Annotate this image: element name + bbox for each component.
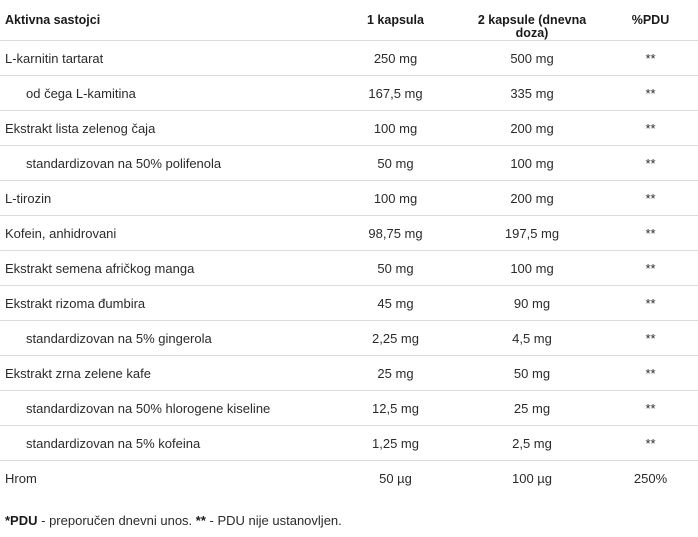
table-row: standardizovan na 5% gingerola 2,25 mg 4,5… xyxy=(0,320,698,356)
amount-one-capsule: 2,25 mg xyxy=(330,320,461,356)
pdu-value: ** xyxy=(603,355,698,391)
pdu-value: ** xyxy=(603,425,698,461)
amount-one-capsule: 25 mg xyxy=(330,355,461,391)
amount-one-capsule: 250 mg xyxy=(330,40,461,76)
pdu-value: ** xyxy=(603,110,698,146)
ingredient-name: standardizovan na 50% polifenola xyxy=(0,145,330,181)
amount-two-capsules: 200 mg xyxy=(461,110,603,146)
ingredient-name: Ekstrakt semena afričkog manga xyxy=(0,250,330,286)
table-row: L-karnitin tartarat 250 mg 500 mg ** xyxy=(0,40,698,76)
amount-two-capsules: 197,5 mg xyxy=(461,215,603,251)
table-row: od čega L-kamitina 167,5 mg 335 mg ** xyxy=(0,75,698,111)
amount-two-capsules: 500 mg xyxy=(461,40,603,76)
pdu-value: ** xyxy=(603,320,698,356)
ingredient-name: Ekstrakt zrna zelene kafe xyxy=(0,355,330,391)
header-ingredients: Aktivna sastojci xyxy=(0,0,330,41)
pdu-value: ** xyxy=(603,285,698,321)
ingredient-name: od čega L-kamitina xyxy=(0,75,330,111)
ingredient-name: L-karnitin tartarat xyxy=(0,40,330,76)
amount-one-capsule: 1,25 mg xyxy=(330,425,461,461)
ingredient-name: standardizovan na 5% kofeina xyxy=(0,425,330,461)
table-row: Kofein, anhidrovani 98,75 mg 197,5 mg ** xyxy=(0,215,698,251)
amount-one-capsule: 98,75 mg xyxy=(330,215,461,251)
amount-two-capsules: 2,5 mg xyxy=(461,425,603,461)
amount-two-capsules: 4,5 mg xyxy=(461,320,603,356)
table-row: Hrom 50 µg 100 µg 250% xyxy=(0,461,698,496)
footnote-def-pdu: - preporučen dnevni unos. xyxy=(37,513,196,528)
pdu-value: ** xyxy=(603,40,698,76)
amount-two-capsules: 335 mg xyxy=(461,75,603,111)
header-two-capsules: 2 kapsule (dnevna doza) xyxy=(461,0,603,41)
pdu-value: 250% xyxy=(633,470,668,486)
amount-one-capsule: 45 mg xyxy=(330,285,461,321)
footnote-term-stars: ** xyxy=(195,513,206,528)
amount-two-capsules: 25 mg xyxy=(461,390,603,426)
amount-one-capsule: 100 mg xyxy=(330,180,461,216)
table-row: L-tirozin 100 mg 200 mg ** xyxy=(0,180,698,216)
footnote-def-stars: - PDU nije ustanovljen. xyxy=(205,513,342,528)
pdu-value: ** xyxy=(603,180,698,216)
pdu-value: ** xyxy=(603,145,698,181)
amount-one-capsule: 100 mg xyxy=(330,110,461,146)
amount-two-capsules: 100 µg xyxy=(511,470,553,486)
amount-one-capsule: 50 mg xyxy=(330,145,461,181)
table-row: Ekstrakt rizoma đumbira 45 mg 90 mg ** xyxy=(0,285,698,321)
amount-two-capsules: 90 mg xyxy=(461,285,603,321)
amount-one-capsule: 50 mg xyxy=(330,250,461,286)
ingredients-table: Aktivna sastojci 1 kapsula 2 kapsule (dn… xyxy=(0,0,698,496)
ingredient-name: Kofein, anhidrovani xyxy=(0,215,330,251)
ingredient-name: standardizovan na 50% hlorogene kiseline xyxy=(0,390,330,426)
amount-one-capsule: 167,5 mg xyxy=(330,75,461,111)
ingredient-name: L-tirozin xyxy=(0,180,330,216)
table-row: Ekstrakt zrna zelene kafe 25 mg 50 mg ** xyxy=(0,355,698,391)
table-row: Ekstrakt lista zelenog čaja 100 mg 200 mg *… xyxy=(0,110,698,146)
amount-one-capsule: 12,5 mg xyxy=(330,390,461,426)
pdu-value: ** xyxy=(603,215,698,251)
pdu-value: ** xyxy=(603,390,698,426)
amount-two-capsules: 200 mg xyxy=(461,180,603,216)
ingredient-name: Hrom xyxy=(5,470,37,486)
ingredient-name: standardizovan na 5% gingerola xyxy=(0,320,330,356)
table-row: Ekstrakt semena afričkog manga 50 mg 100 m… xyxy=(0,250,698,286)
amount-two-capsules: 100 mg xyxy=(461,145,603,181)
table-row: standardizovan na 5% kofeina 1,25 mg 2,5 m… xyxy=(0,425,698,461)
header-one-capsule: 1 kapsula xyxy=(330,0,461,41)
table-row: standardizovan na 50% hlorogene kiseline… xyxy=(0,390,698,426)
amount-two-capsules: 50 mg xyxy=(461,355,603,391)
ingredient-name: Ekstrakt lista zelenog čaja xyxy=(0,110,330,146)
amount-one-capsule: 50 µg xyxy=(379,470,412,486)
footnote-term-pdu: *PDU xyxy=(5,513,38,528)
footnote: *PDU - preporučen dnevni unos. ** - PDU … xyxy=(5,513,342,528)
ingredient-name: Ekstrakt rizoma đumbira xyxy=(0,285,330,321)
table-header-row: Aktivna sastojci 1 kapsula 2 kapsule (dn… xyxy=(0,0,698,41)
header-pdu: %PDU xyxy=(603,0,698,41)
pdu-value: ** xyxy=(603,75,698,111)
table-body: L-karnitin tartarat 250 mg 500 mg ** od čega… xyxy=(0,40,698,496)
pdu-value: ** xyxy=(603,250,698,286)
amount-two-capsules: 100 mg xyxy=(461,250,603,286)
table-row: standardizovan na 50% polifenola 50 mg 100… xyxy=(0,145,698,181)
